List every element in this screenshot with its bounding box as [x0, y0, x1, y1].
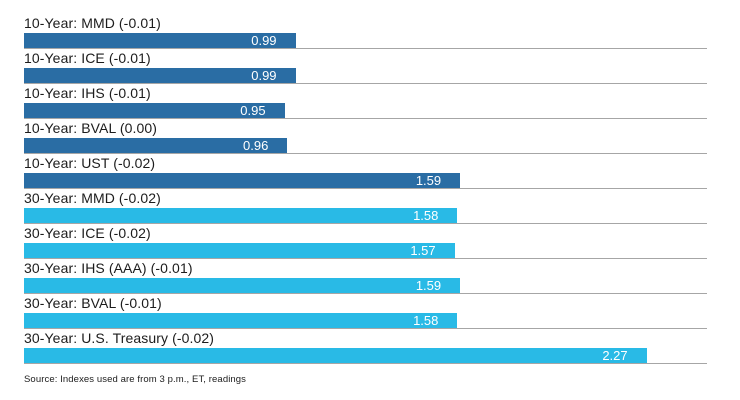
bar-track: 0.96 — [24, 138, 707, 154]
bar-category-label: 10-Year: MMD (-0.01) — [24, 15, 161, 31]
bar: 0.99 — [24, 68, 296, 83]
bar: 2.27 — [24, 348, 647, 363]
bar-track: 0.99 — [24, 33, 707, 49]
bar-category-label: 10-Year: IHS (-0.01) — [24, 85, 151, 101]
bar-value-label: 1.58 — [413, 208, 439, 223]
bar-category-label: 10-Year: UST (-0.02) — [24, 155, 156, 171]
bar-row: 30-Year: ICE (-0.02) 1.57 — [24, 224, 707, 259]
bar-value-label: 1.59 — [415, 173, 442, 188]
bar-track: 1.59 — [24, 173, 707, 189]
bar-row: 10-Year: MMD (-0.01) 0.99 — [24, 14, 707, 49]
bar-category-label: 30-Year: ICE (-0.02) — [24, 225, 151, 241]
bar: 0.99 — [24, 33, 296, 48]
bar: 1.58 — [24, 313, 458, 328]
bar-value-label: 0.99 — [251, 68, 277, 83]
bar-value-label: 0.99 — [251, 33, 277, 48]
bar: 1.59 — [24, 173, 461, 188]
bar-row: 30-Year: IHS (AAA) (-0.01) 1.59 — [24, 259, 707, 294]
bar: 0.95 — [24, 103, 285, 118]
source-note: Source: Indexes used are from 3 p.m., ET… — [24, 374, 247, 385]
bar-category-label: 30-Year: U.S. Treasury (-0.02) — [24, 330, 215, 346]
bar-category-label: 10-Year: BVAL (0.00) — [24, 120, 158, 136]
bar-value-label: 1.57 — [410, 243, 436, 258]
bar: 1.59 — [24, 278, 461, 293]
bar-row: 10-Year: ICE (-0.01) 0.99 — [24, 49, 707, 84]
bar: 0.96 — [24, 138, 288, 153]
bar-row: 10-Year: BVAL (0.00) 0.96 — [24, 119, 707, 154]
bar-value-label: 2.27 — [602, 348, 628, 363]
bar-value-label: 0.96 — [243, 138, 269, 153]
bar-row: 30-Year: MMD (-0.02) 1.58 — [24, 189, 707, 224]
bar-track: 1.58 — [24, 208, 707, 224]
bar-track: 0.99 — [24, 68, 707, 84]
bar-track: 1.59 — [24, 278, 707, 294]
bar-track: 2.27 — [24, 348, 707, 364]
bar-track: 1.57 — [24, 243, 707, 259]
bar-row: 30-Year: U.S. Treasury (-0.02) 2.27 — [24, 329, 707, 364]
bar-value-label: 1.58 — [413, 313, 439, 328]
bar-track: 0.95 — [24, 103, 707, 119]
bar: 1.58 — [24, 208, 458, 223]
bar-category-label: 30-Year: BVAL (-0.01) — [24, 295, 162, 311]
bar-track: 1.58 — [24, 313, 707, 329]
bar-category-label: 30-Year: IHS (AAA) (-0.01) — [24, 260, 193, 276]
bar-row: 30-Year: BVAL (-0.01) 1.58 — [24, 294, 707, 329]
bar-row: 10-Year: UST (-0.02) 1.59 — [24, 154, 707, 189]
bar-category-label: 30-Year: MMD (-0.02) — [24, 190, 161, 206]
bar-value-label: 0.95 — [240, 103, 266, 118]
bar-value-label: 1.59 — [415, 278, 442, 293]
bar-row: 10-Year: IHS (-0.01) 0.95 — [24, 84, 707, 119]
bar-category-label: 10-Year: ICE (-0.01) — [24, 50, 151, 66]
bar: 1.57 — [24, 243, 455, 258]
